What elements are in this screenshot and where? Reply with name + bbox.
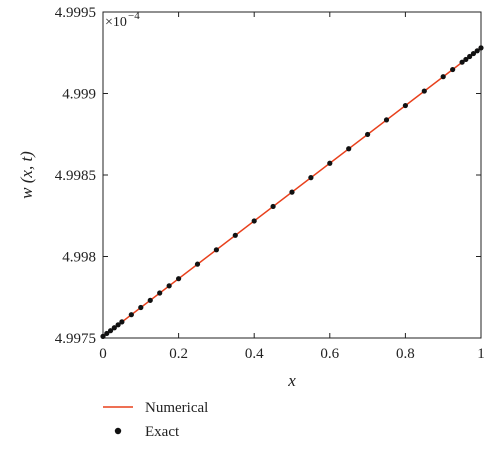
exact-point <box>138 304 144 311</box>
exact-point <box>176 276 182 282</box>
x-tick-label: 0.2 <box>169 346 188 362</box>
exact-point <box>346 146 352 152</box>
exact-point <box>383 117 390 123</box>
exact-point <box>251 218 257 224</box>
exact-point <box>467 53 473 60</box>
y-axis-multiplier: ×10 <box>105 15 127 30</box>
x-tick-label: 0.6 <box>320 346 339 362</box>
x-tick-label: 0.8 <box>396 346 415 362</box>
exact-point <box>365 131 371 138</box>
exact-point <box>100 333 106 339</box>
y-tick-label: 4.9995 <box>55 5 96 21</box>
exact-point <box>107 328 114 334</box>
exact-point <box>459 59 465 65</box>
y-tick-label: 4.9985 <box>55 168 96 184</box>
exact-point <box>194 261 201 267</box>
exact-point <box>119 319 125 325</box>
exact-point <box>213 247 219 253</box>
exact-point <box>111 325 117 331</box>
exact-point <box>115 322 121 328</box>
exact-point <box>166 283 172 289</box>
exact-point <box>308 175 314 181</box>
exact-point <box>450 66 456 73</box>
exact-point <box>402 102 408 109</box>
legend-exact-label: Exact <box>145 424 180 440</box>
exact-point <box>289 189 295 195</box>
exact-point <box>157 290 163 296</box>
exact-point <box>128 312 134 318</box>
exact-point <box>470 50 477 57</box>
axis-ticks: 0 0.2 0.4 0.6 0.8 1 4.9975 4.998 4.9985 4.999 4.99… <box>55 5 485 362</box>
y-tick-label: 4.9975 <box>55 331 96 347</box>
x-tick-label: 0 <box>99 346 107 362</box>
legend: Numerical Exact <box>103 400 208 440</box>
x-axis-label: x <box>287 371 296 390</box>
exact-point <box>474 48 480 54</box>
exact-point <box>327 160 333 166</box>
legend-numerical-label: Numerical <box>145 400 208 416</box>
y-tick-label: 4.999 <box>62 87 96 103</box>
legend-exact-marker <box>114 427 122 435</box>
y-tick-label: 4.998 <box>62 250 96 266</box>
y-axis-label: w (x, t) <box>17 151 36 199</box>
exact-point <box>270 203 276 210</box>
exact-point <box>463 56 469 63</box>
series-layer <box>100 45 484 339</box>
exact-point <box>147 297 153 303</box>
exact-point <box>478 45 484 51</box>
exact-point <box>440 74 446 80</box>
plot-area <box>102 11 482 339</box>
x-tick-label: 1 <box>477 346 485 362</box>
exact-point <box>232 232 238 238</box>
plot-frame <box>102 11 482 339</box>
exact-point <box>104 330 110 337</box>
x-tick-label: 0.4 <box>245 346 264 362</box>
y-axis-multiplier-exponent: −4 <box>128 10 140 22</box>
exact-point <box>421 88 427 94</box>
